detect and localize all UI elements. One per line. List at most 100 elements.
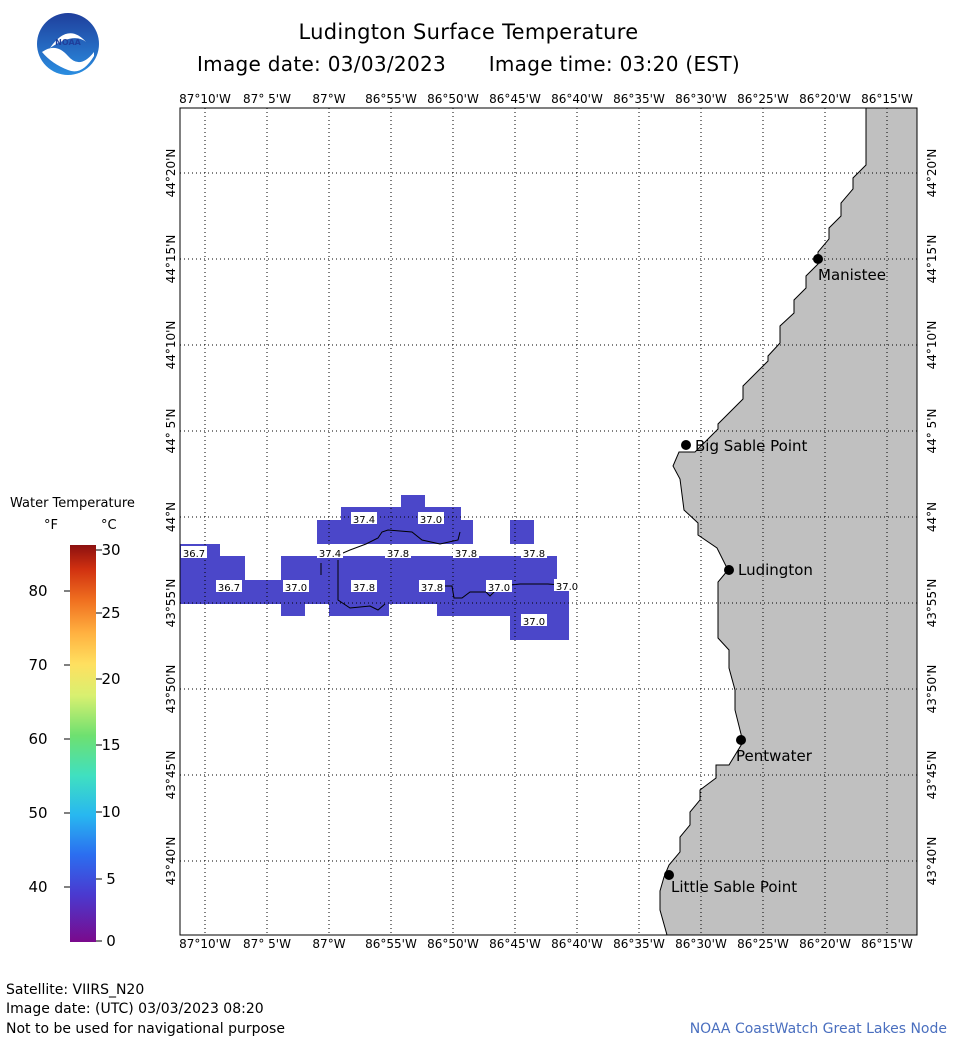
longitude-label: 86°35'W	[613, 92, 665, 106]
legend-tick-f-label: 50	[28, 804, 47, 822]
temperature-label: 37.0	[486, 580, 512, 594]
latitude-label: 44°15'N	[925, 235, 939, 284]
latitude-label: 43°40'N	[164, 837, 178, 886]
legend-tick-f-label: 70	[28, 656, 47, 674]
temperature-label-box	[385, 546, 411, 558]
longitude-label: 86°25'W	[737, 92, 789, 106]
temperature-label: 37.8	[385, 546, 411, 560]
color-scale-bar	[70, 545, 96, 942]
longitude-label: 86°15'W	[861, 937, 913, 951]
temperature-label-text: 37.0	[285, 583, 307, 594]
temperature-label: 37.0	[418, 512, 444, 526]
longitude-label: 86°50'W	[427, 92, 479, 106]
temperature-label-box	[554, 579, 580, 591]
longitude-label: 86°25'W	[737, 937, 789, 951]
longitude-label: 86°45'W	[489, 92, 541, 106]
image-time: Image time: 03:20 (EST)	[488, 52, 741, 76]
temperature-label: 37.8	[351, 580, 377, 594]
longitude-label: 86°30'W	[675, 937, 727, 951]
longitude-label: 86°50'W	[427, 937, 479, 951]
noaa-logo: NOAA	[37, 13, 99, 75]
place-ludington: Ludington	[738, 561, 813, 579]
temperature-label-text: 37.0	[556, 582, 578, 593]
longitude-label: 86°40'W	[551, 92, 603, 106]
place-dot	[724, 565, 734, 575]
legend-tick-f-label: 60	[28, 730, 47, 748]
latitude-label: 43°40'N	[925, 837, 939, 886]
temperature-label-text: 37.0	[523, 617, 545, 628]
longitude-label: 86°15'W	[861, 92, 913, 106]
temperature-label: 37.4	[351, 512, 377, 526]
legend-tick-c-label: 5	[106, 870, 116, 888]
legend-tick-c-label: 20	[101, 670, 120, 688]
latitude-label: 43°55'N	[164, 579, 178, 628]
temperature-label-text: 37.0	[488, 583, 510, 594]
temperature-label-box	[351, 512, 377, 524]
legend-tick-f-label: 80	[28, 582, 47, 600]
latitude-label: 44°15'N	[164, 235, 178, 284]
latitude-label: 43°55'N	[925, 579, 939, 628]
credit: NOAA CoastWatch Great Lakes Node	[689, 1021, 947, 1037]
place-big-sable-point: Big Sable Point	[695, 437, 808, 455]
page-title: Ludington Surface Temperature	[298, 20, 639, 44]
place-dot	[813, 254, 823, 264]
temperature-label: 37.0	[521, 614, 547, 628]
disclaimer: Not to be used for navigational purpose	[6, 1021, 285, 1037]
temperature-labels: 37.4 37.0 36.7 37.4 37.8 37.8 37.8 36.7 37.0 37.8…	[181, 512, 580, 628]
longitude-label: 86°55'W	[365, 937, 417, 951]
temperature-label-box	[486, 580, 512, 592]
latitude-label: 44°10'N	[164, 321, 178, 370]
latitude-label: 43°50'N	[925, 665, 939, 714]
temperature-label-box	[181, 546, 207, 558]
longitude-label: 86°55'W	[365, 92, 417, 106]
latitude-label: 43°45'N	[925, 751, 939, 800]
place-dot	[664, 870, 674, 880]
utc-date-info: Image date: (UTC) 03/03/2023 08:20	[6, 1001, 264, 1017]
longitude-label: 87° 5'W	[243, 92, 291, 106]
temperature-label-box	[283, 580, 309, 592]
latitude-label: 43°50'N	[164, 665, 178, 714]
longitude-label: 86°45'W	[489, 937, 541, 951]
temperature-label-text: 37.8	[455, 549, 477, 560]
temperature-label-text: 36.7	[218, 583, 240, 594]
longitude-label: 86°30'W	[675, 92, 727, 106]
place-dot	[736, 735, 746, 745]
temperature-label-box	[216, 580, 242, 592]
temperature-label-box	[317, 546, 343, 558]
temperature-label: 37.0	[554, 579, 580, 593]
latitude-label: 44° 5'N	[164, 409, 178, 454]
logo-text: NOAA	[55, 38, 81, 47]
temperature-label-text: 36.7	[183, 549, 205, 560]
legend-tick-c-label: 10	[101, 803, 120, 821]
temperature-label-box	[418, 512, 444, 524]
temperature-label-text: 37.8	[353, 583, 375, 594]
temperature-label: 37.4	[317, 546, 343, 560]
temperature-label: 37.0	[283, 580, 309, 594]
temperature-label-box	[521, 614, 547, 626]
temperature-label-text: 37.4	[353, 515, 375, 526]
latitude-label: 44°10'N	[925, 321, 939, 370]
place-little-sable-point: Little Sable Point	[671, 878, 797, 896]
latitude-label: 43°45'N	[164, 751, 178, 800]
temperature-label: 37.8	[453, 546, 479, 560]
latitude-label: 44°20'N	[925, 149, 939, 198]
legend-title: Water Temperature	[10, 496, 135, 511]
latitude-label: 44°N	[164, 502, 178, 532]
legend-tick-f-label: 40	[28, 878, 47, 896]
temperature-label-text: 37.4	[319, 549, 341, 560]
longitude-labels: 87°10'W 87°10'W 87° 5'W 87° 5'W 87°W 87°W 86°5…	[179, 92, 913, 951]
legend-unit-c: °C	[101, 518, 117, 533]
graticule	[180, 108, 917, 935]
temperature-label-box	[521, 546, 547, 558]
temperature-label-box	[351, 580, 377, 592]
place-markers: Manistee Big Sable Point Ludington Pentw…	[664, 254, 886, 896]
longitude-label: 86°35'W	[613, 937, 665, 951]
temperature-label: 36.7	[216, 580, 242, 594]
place-manistee: Manistee	[818, 266, 886, 284]
longitude-label: 86°20'W	[799, 937, 851, 951]
satellite-info: Satellite: VIIRS_N20	[6, 982, 145, 998]
place-pentwater: Pentwater	[736, 747, 813, 765]
temperature-label: 37.8	[419, 580, 445, 594]
